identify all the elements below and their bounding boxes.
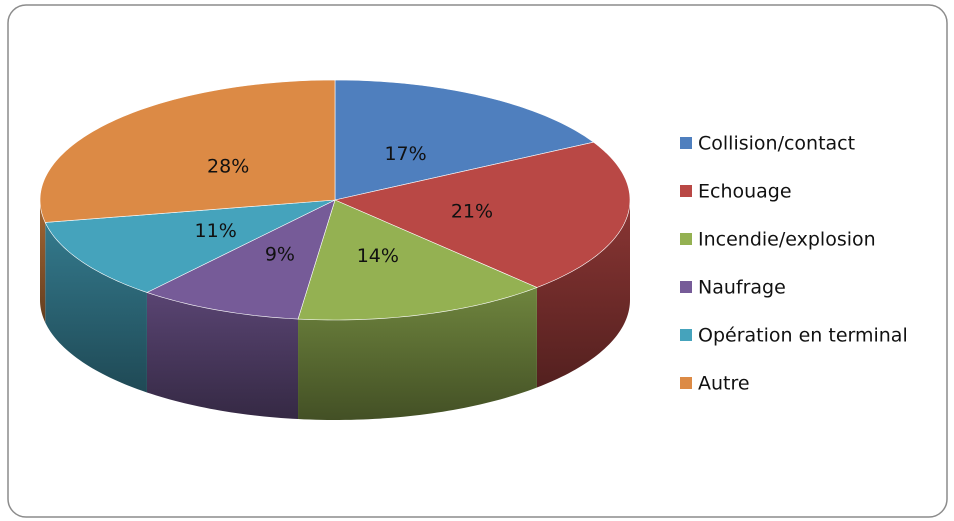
data-label: 28% xyxy=(207,156,249,178)
legend-label: Collision/contact xyxy=(698,133,855,155)
pie-slice xyxy=(146,199,336,320)
legend-label: Echouage xyxy=(698,181,792,203)
legend-label: Naufrage xyxy=(698,277,786,299)
data-label: 17% xyxy=(384,143,426,165)
pie-slice-side xyxy=(40,200,46,323)
pie-slice xyxy=(334,79,595,201)
pie-slice xyxy=(39,79,336,223)
pie-slice xyxy=(297,199,538,321)
legend-swatch xyxy=(680,137,692,149)
legend-label: Opération en terminal xyxy=(698,325,908,347)
legend-swatch xyxy=(680,281,692,293)
legend-label: Incendie/explosion xyxy=(698,229,876,251)
pie-slice-side xyxy=(146,292,299,420)
data-label: 14% xyxy=(357,245,399,267)
data-label: 9% xyxy=(265,243,295,265)
pie-slice xyxy=(334,141,631,288)
legend-swatch xyxy=(680,185,692,197)
legend-swatch xyxy=(680,329,692,341)
data-label: 21% xyxy=(451,200,493,222)
legend-swatch xyxy=(680,377,692,389)
pie-slice-side xyxy=(298,287,537,420)
data-label: 11% xyxy=(195,220,237,242)
pie-slice-side xyxy=(45,222,147,393)
pie-slice xyxy=(44,199,336,293)
legend-label: Autre xyxy=(698,373,750,395)
legend-swatch xyxy=(680,233,692,245)
